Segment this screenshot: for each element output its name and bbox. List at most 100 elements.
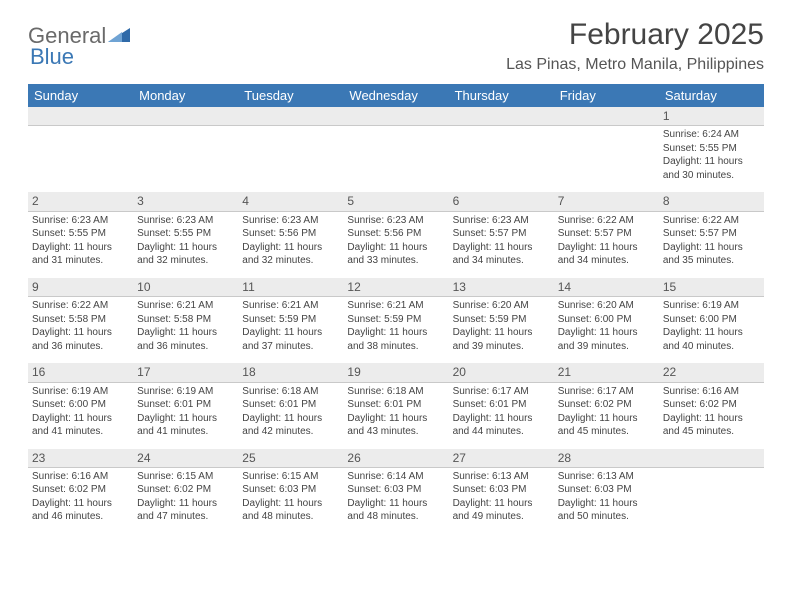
calendar-page: General February 2025 Las Pinas, Metro M… [0,0,792,552]
daylight-text: Daylight: 11 hours and 45 minutes. [663,412,760,439]
date-number: 2 [28,192,133,210]
date-number: 27 [449,449,554,467]
sunrise-text: Sunrise: 6:22 AM [663,214,760,228]
sunrise-text: Sunrise: 6:19 AM [663,299,760,313]
day-cell: Sunrise: 6:15 AMSunset: 6:02 PMDaylight:… [133,468,238,534]
date-number-row: 2345678 [28,192,764,211]
date-number: 28 [554,449,659,467]
date-number-row: 232425262728 [28,449,764,468]
logo-triangle-icon [108,24,130,46]
day-cell: Sunrise: 6:21 AMSunset: 5:59 PMDaylight:… [343,297,448,363]
daylight-text: Daylight: 11 hours and 34 minutes. [453,241,550,268]
date-number: 11 [238,278,343,296]
daylight-text: Daylight: 11 hours and 45 minutes. [558,412,655,439]
daylight-text: Daylight: 11 hours and 48 minutes. [242,497,339,524]
weeks-container: 1Sunrise: 6:24 AMSunset: 5:55 PMDaylight… [28,107,764,534]
date-number: 22 [659,363,764,381]
date-number: 7 [554,192,659,210]
date-number: 17 [133,363,238,381]
page-header: General February 2025 Las Pinas, Metro M… [28,18,764,74]
sunset-text: Sunset: 5:57 PM [558,227,655,241]
sunset-text: Sunset: 6:01 PM [242,398,339,412]
day-cell: Sunrise: 6:18 AMSunset: 6:01 PMDaylight:… [343,383,448,449]
sunrise-text: Sunrise: 6:17 AM [453,385,550,399]
date-number [659,449,764,467]
daylight-text: Daylight: 11 hours and 32 minutes. [137,241,234,268]
sunrise-text: Sunrise: 6:24 AM [663,128,760,142]
sunrise-text: Sunrise: 6:19 AM [32,385,129,399]
daylight-text: Daylight: 11 hours and 39 minutes. [453,326,550,353]
sunset-text: Sunset: 6:02 PM [32,483,129,497]
sunrise-text: Sunrise: 6:16 AM [32,470,129,484]
sunset-text: Sunset: 6:01 PM [453,398,550,412]
sunset-text: Sunset: 6:01 PM [347,398,444,412]
date-number: 8 [659,192,764,210]
daylight-text: Daylight: 11 hours and 47 minutes. [137,497,234,524]
day-cell: Sunrise: 6:23 AMSunset: 5:56 PMDaylight:… [238,212,343,278]
logo-text-2: Blue [30,44,74,70]
sunset-text: Sunset: 6:03 PM [242,483,339,497]
weekday-header: Tuesday [238,84,343,107]
sunrise-text: Sunrise: 6:23 AM [32,214,129,228]
daylight-text: Daylight: 11 hours and 33 minutes. [347,241,444,268]
sunset-text: Sunset: 5:58 PM [137,313,234,327]
day-cell: Sunrise: 6:20 AMSunset: 5:59 PMDaylight:… [449,297,554,363]
day-detail-row: Sunrise: 6:19 AMSunset: 6:00 PMDaylight:… [28,383,764,449]
day-cell: Sunrise: 6:19 AMSunset: 6:01 PMDaylight:… [133,383,238,449]
day-cell: Sunrise: 6:22 AMSunset: 5:57 PMDaylight:… [659,212,764,278]
sunset-text: Sunset: 5:55 PM [137,227,234,241]
sunset-text: Sunset: 6:00 PM [663,313,760,327]
weekday-header: Sunday [28,84,133,107]
date-number [343,107,448,125]
day-cell: Sunrise: 6:22 AMSunset: 5:57 PMDaylight:… [554,212,659,278]
day-cell: Sunrise: 6:17 AMSunset: 6:01 PMDaylight:… [449,383,554,449]
sunset-text: Sunset: 6:03 PM [347,483,444,497]
title-block: February 2025 Las Pinas, Metro Manila, P… [506,18,764,74]
day-cell: Sunrise: 6:24 AMSunset: 5:55 PMDaylight:… [659,126,764,192]
sunset-text: Sunset: 6:00 PM [558,313,655,327]
sunrise-text: Sunrise: 6:18 AM [242,385,339,399]
sunrise-text: Sunrise: 6:22 AM [558,214,655,228]
daylight-text: Daylight: 11 hours and 48 minutes. [347,497,444,524]
sunset-text: Sunset: 6:02 PM [663,398,760,412]
day-cell: Sunrise: 6:13 AMSunset: 6:03 PMDaylight:… [554,468,659,534]
date-number-row: 1 [28,107,764,126]
date-number: 10 [133,278,238,296]
sunrise-text: Sunrise: 6:23 AM [242,214,339,228]
day-cell [343,126,448,192]
sunrise-text: Sunrise: 6:17 AM [558,385,655,399]
day-cell: Sunrise: 6:15 AMSunset: 6:03 PMDaylight:… [238,468,343,534]
date-number [238,107,343,125]
daylight-text: Daylight: 11 hours and 35 minutes. [663,241,760,268]
weekday-header: Thursday [449,84,554,107]
sunset-text: Sunset: 5:55 PM [32,227,129,241]
day-cell: Sunrise: 6:23 AMSunset: 5:57 PMDaylight:… [449,212,554,278]
sunrise-text: Sunrise: 6:14 AM [347,470,444,484]
daylight-text: Daylight: 11 hours and 38 minutes. [347,326,444,353]
day-cell: Sunrise: 6:19 AMSunset: 6:00 PMDaylight:… [28,383,133,449]
sunrise-text: Sunrise: 6:13 AM [558,470,655,484]
sunrise-text: Sunrise: 6:23 AM [453,214,550,228]
day-detail-row: Sunrise: 6:24 AMSunset: 5:55 PMDaylight:… [28,126,764,192]
day-cell [554,126,659,192]
sunset-text: Sunset: 5:57 PM [453,227,550,241]
day-cell: Sunrise: 6:22 AMSunset: 5:58 PMDaylight:… [28,297,133,363]
day-cell: Sunrise: 6:17 AMSunset: 6:02 PMDaylight:… [554,383,659,449]
weekday-header-row: Sunday Monday Tuesday Wednesday Thursday… [28,84,764,107]
date-number: 6 [449,192,554,210]
day-cell: Sunrise: 6:21 AMSunset: 5:58 PMDaylight:… [133,297,238,363]
date-number: 15 [659,278,764,296]
day-cell: Sunrise: 6:16 AMSunset: 6:02 PMDaylight:… [28,468,133,534]
date-number: 21 [554,363,659,381]
date-number: 25 [238,449,343,467]
sunset-text: Sunset: 5:58 PM [32,313,129,327]
date-number: 4 [238,192,343,210]
sunset-text: Sunset: 6:02 PM [137,483,234,497]
date-number: 23 [28,449,133,467]
sunrise-text: Sunrise: 6:23 AM [347,214,444,228]
daylight-text: Daylight: 11 hours and 30 minutes. [663,155,760,182]
sunset-text: Sunset: 6:03 PM [558,483,655,497]
date-number [554,107,659,125]
sunrise-text: Sunrise: 6:20 AM [453,299,550,313]
date-number: 9 [28,278,133,296]
